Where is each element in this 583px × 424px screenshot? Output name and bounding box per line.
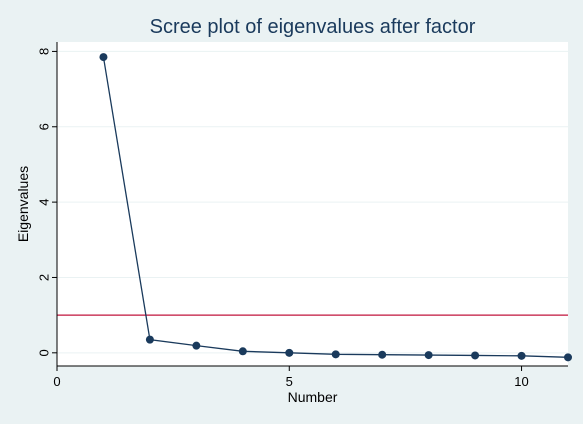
data-point	[517, 351, 526, 360]
x-tick-label: 5	[286, 374, 293, 389]
data-point	[145, 335, 154, 344]
tick-labels: 0 2 4 6 8 0 5 10	[36, 48, 528, 389]
data-point	[99, 53, 108, 62]
data-point	[192, 341, 201, 350]
data-point	[471, 351, 480, 360]
data-point	[331, 350, 340, 359]
gridlines	[57, 50, 568, 354]
y-tick-label: 2	[36, 274, 51, 281]
data-point	[424, 351, 433, 360]
data-point	[564, 353, 572, 362]
data-point	[285, 348, 294, 357]
y-tick-label: 8	[36, 48, 51, 55]
x-axis-title: Number	[288, 389, 338, 405]
axes	[52, 42, 568, 371]
x-tick-label: 0	[53, 374, 60, 389]
series-group	[99, 53, 572, 362]
y-tick-label: 4	[36, 198, 51, 205]
y-tick-label: 6	[36, 123, 51, 130]
chart-title: Scree plot of eigenvalues after factor	[150, 16, 476, 38]
plot-area	[57, 42, 568, 366]
data-point	[378, 350, 387, 359]
x-tick-label: 10	[514, 374, 528, 389]
y-axis-title: Eigenvalues	[15, 166, 31, 242]
y-tick-label: 0	[36, 349, 51, 356]
data-point	[238, 347, 247, 356]
